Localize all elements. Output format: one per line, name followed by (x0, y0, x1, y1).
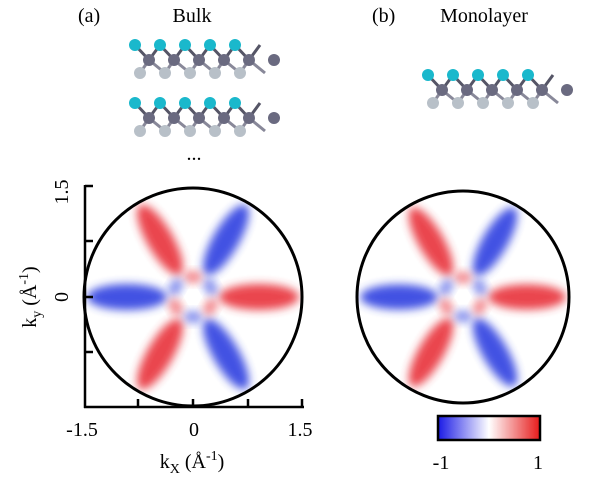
inner-lobe (439, 298, 453, 315)
atom (461, 84, 473, 96)
atom (154, 97, 166, 109)
atom (511, 84, 523, 96)
atom (268, 54, 280, 66)
atom (522, 69, 534, 81)
panel-title: Monolayer (440, 5, 528, 27)
lobe (408, 318, 454, 387)
atom (502, 97, 514, 109)
colorbar (436, 414, 542, 442)
axes (83, 184, 304, 409)
lobe (203, 204, 249, 276)
atom (427, 97, 439, 109)
atom (243, 112, 255, 124)
atom (159, 125, 171, 137)
inner-lobe (168, 298, 183, 316)
y-tick-label: 1.5 (51, 180, 73, 205)
atom (447, 69, 459, 81)
x-tick-label: 0 (189, 419, 199, 441)
inner-lobe (454, 271, 472, 284)
atom (472, 69, 484, 81)
atom (143, 112, 155, 124)
atom (184, 67, 196, 79)
lobe (472, 207, 518, 276)
colorbar-tick-label: -1 (433, 452, 450, 474)
atom (204, 97, 216, 109)
atom (129, 39, 141, 51)
x-axis-label: kX (Å-1) (160, 449, 225, 477)
panel-title: Bulk (173, 5, 212, 27)
lobe (203, 318, 249, 390)
inner-lobe (168, 278, 183, 296)
inner-lobe (454, 310, 472, 323)
atom (243, 54, 255, 66)
atom (129, 97, 141, 109)
atom (229, 97, 241, 109)
atom (436, 84, 448, 96)
lobe (87, 284, 167, 310)
atom (193, 112, 205, 124)
panel-label: (a) (78, 5, 100, 27)
lobe (488, 284, 566, 310)
brillouin-zone (355, 189, 571, 405)
atom (184, 125, 196, 137)
atom (134, 125, 146, 137)
atom (234, 125, 246, 137)
lobe (219, 284, 299, 310)
inner-lobe (473, 298, 487, 315)
inner-lobe (184, 271, 202, 283)
atom (452, 97, 464, 109)
atom (422, 69, 434, 81)
panel-label: (b) (372, 5, 395, 27)
inner-lobe (203, 278, 218, 296)
inner-lobe (184, 311, 202, 323)
crystal-structures (129, 39, 573, 137)
atom (193, 54, 205, 66)
lobe (472, 318, 518, 387)
atom (179, 39, 191, 51)
atom (234, 67, 246, 79)
atom (536, 84, 548, 96)
atom (159, 67, 171, 79)
spin-texture-bulk (87, 204, 299, 390)
spin-texture-monolayer (360, 207, 566, 387)
lobe (137, 318, 183, 390)
inner-lobe (439, 279, 453, 296)
atom (154, 39, 166, 51)
atom (229, 39, 241, 51)
lobe (408, 207, 454, 276)
atom (168, 112, 180, 124)
atom (204, 39, 216, 51)
atom (134, 67, 146, 79)
ellipsis: ... (187, 143, 202, 165)
x-tick-label: -1.5 (66, 419, 98, 441)
atom (477, 97, 489, 109)
y-axis-label: ky (Å-1) (17, 266, 45, 327)
atom (486, 84, 498, 96)
atom (209, 67, 221, 79)
inner-lobe (203, 298, 218, 316)
atom (218, 54, 230, 66)
lobe (360, 284, 438, 310)
atom (497, 69, 509, 81)
atom (218, 112, 230, 124)
atom (527, 97, 539, 109)
inner-lobe (473, 279, 487, 296)
x-tick-label: 1.5 (288, 419, 313, 441)
atom (168, 54, 180, 66)
atom (561, 84, 573, 96)
colorbar-tick-label: 1 (533, 452, 543, 474)
atom (209, 125, 221, 137)
atom (143, 54, 155, 66)
y-tick-label: 0 (51, 292, 73, 302)
atom (268, 112, 280, 124)
atom (179, 97, 191, 109)
lobe (137, 204, 183, 276)
